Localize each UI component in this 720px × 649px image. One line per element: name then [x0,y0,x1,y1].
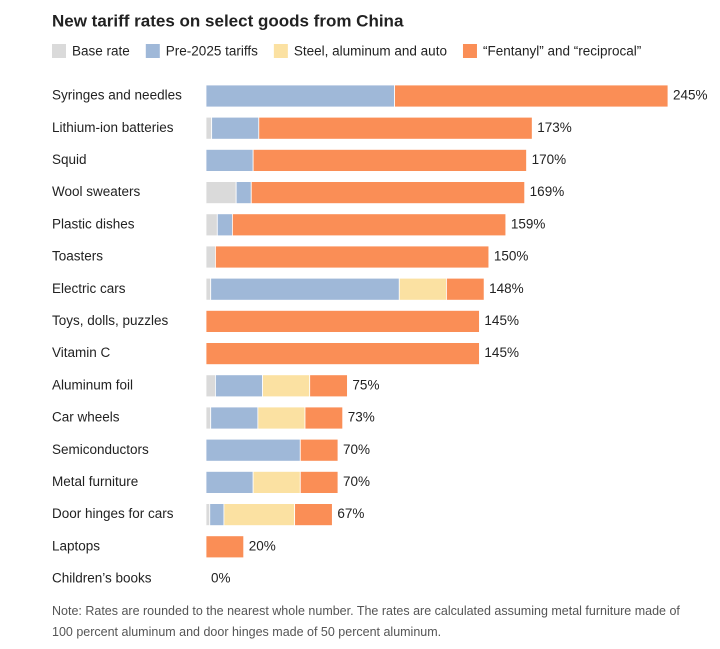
legend-swatch [145,44,160,58]
bar-segment [205,245,216,269]
category-label: Wool sweaters [52,184,141,199]
total-label: 150% [494,249,529,264]
total-label: 170% [532,152,567,167]
bar-segment [205,503,211,527]
note: Note: Rates are rounded to the nearest w… [52,604,680,639]
bar-segment [210,277,400,301]
bar-segment [205,406,212,430]
bar-segment [209,503,225,527]
total-label: 0% [211,571,231,586]
total-label: 159% [511,216,546,231]
bar-segment [231,213,507,237]
bar-segment [216,213,233,237]
bar-segment [252,470,301,494]
category-label: Electric cars [52,281,126,296]
bar-segment [257,406,306,430]
total-label: 20% [249,538,276,553]
bar-segment [205,116,213,140]
total-label: 145% [484,313,519,328]
legend-swatch [462,44,477,58]
bar-segment [205,148,254,172]
category-label: Laptops [52,538,100,553]
total-label: 75% [352,377,379,392]
bar-segment [304,406,344,430]
bar-segment [205,342,480,366]
bar-segment [250,181,526,205]
total-label: 169% [530,184,565,199]
bar-segment [205,438,301,462]
category-label: Semiconductors [52,442,149,457]
total-label: 245% [673,88,708,103]
bar-segment [299,438,339,462]
category-label: Aluminum foil [52,377,133,392]
category-label: Toasters [52,249,103,264]
total-label: 67% [337,506,364,521]
total-label: 70% [343,474,370,489]
legend-swatch [52,44,66,58]
category-label: Squid [52,152,87,167]
total-label: 70% [343,442,370,457]
category-label: Plastic dishes [52,216,135,231]
category-label: Toys, dolls, puzzles [52,313,169,328]
chart: New tariff rates on select goods from Ch… [52,11,708,586]
bar-segment [205,470,254,494]
bar-segment [223,503,296,527]
legend-label: Base rate [72,44,130,59]
bar-segment [205,277,212,301]
total-label: 173% [537,120,572,135]
category-label: Children’s books [52,571,152,586]
bar-segment [398,277,447,301]
bar-segment [215,374,263,398]
bar-segment [205,84,395,108]
bar-segment [205,213,218,237]
category-label: Car wheels [52,410,120,425]
bar-segment [205,181,237,205]
legend-label: Steel, aluminum and auto [294,44,447,59]
bar-segment [294,503,333,527]
category-label: Syringes and needles [52,88,182,103]
bar-segment [205,309,480,333]
bar-segment [215,245,490,269]
legend-label: “Fentanyl” and “reciprocal” [483,44,641,59]
category-label: Vitamin C [52,345,111,360]
bar-segment [211,116,260,140]
total-label: 73% [348,410,375,425]
bar-segment [262,374,311,398]
legend-label: Pre-2025 tariffs [166,44,258,59]
bar-segment [210,406,259,430]
bar-segment [258,116,533,140]
bar-segment [235,181,252,205]
chart-title: New tariff rates on select goods from Ch… [52,11,404,30]
total-label: 145% [484,345,519,360]
legend-swatch [273,44,288,58]
category-label: Door hinges for cars [52,506,174,521]
category-label: Lithium-ion batteries [52,120,174,135]
bar-segment [446,277,485,301]
bar-segment [205,374,216,398]
category-label: Metal furniture [52,474,138,489]
bar-segment [299,470,339,494]
total-label: 148% [489,281,524,296]
bar-segment [394,84,669,108]
bar-segment [252,148,527,172]
bar-segment [205,535,245,559]
bar-segment [309,374,348,398]
